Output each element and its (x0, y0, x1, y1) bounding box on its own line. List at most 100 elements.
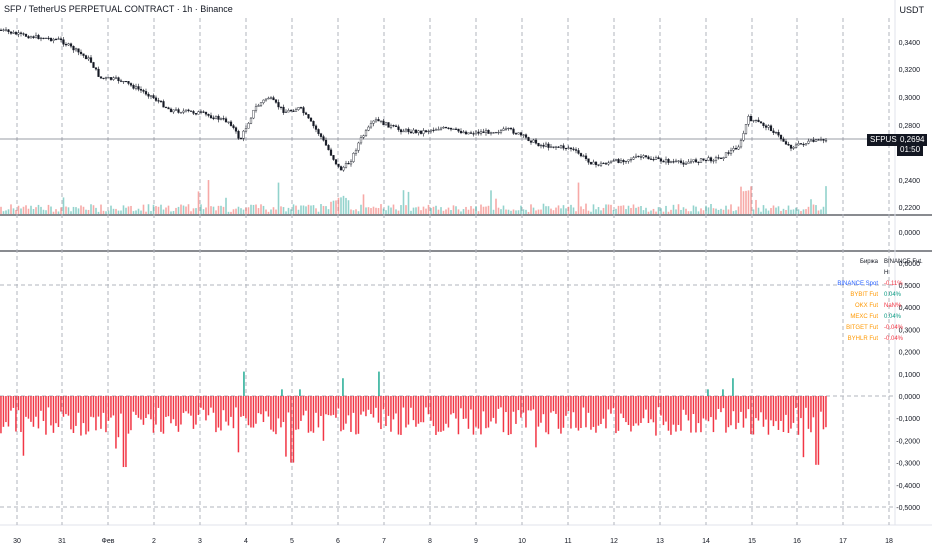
candle-body (487, 129, 490, 134)
volume-bar (277, 182, 280, 214)
candle-body (319, 133, 323, 137)
osc-bar (480, 396, 482, 435)
volume-bar (550, 208, 552, 214)
volume-bar (50, 206, 52, 214)
candle-body (217, 115, 220, 120)
osc-bar (97, 396, 100, 417)
volume-bar (757, 207, 760, 214)
volume-bar (557, 205, 560, 214)
osc-bar (552, 396, 555, 412)
osc-bar (405, 396, 407, 428)
candle-body (742, 133, 745, 141)
volume-bar (537, 209, 540, 214)
osc-bar (440, 396, 442, 432)
candle-body (472, 133, 475, 135)
osc-bar (77, 396, 80, 413)
osc-bar (565, 396, 567, 416)
osc-bar (37, 396, 40, 429)
candle-body (49, 38, 53, 41)
candle-body (464, 131, 468, 135)
volume-bar (580, 206, 582, 214)
volume-bar (245, 207, 247, 214)
osc-bar (80, 396, 82, 436)
osc-bar (442, 396, 445, 431)
x-tick-label: 31 (58, 538, 66, 545)
osc-bar (465, 396, 467, 419)
osc-bar (540, 396, 542, 423)
volume-bar (120, 210, 122, 214)
candle-body (547, 143, 550, 148)
volume-bar (490, 190, 492, 214)
osc-bar (70, 396, 72, 430)
osc-bar (485, 396, 487, 429)
osc-bar (692, 396, 695, 415)
candle-body (54, 38, 58, 41)
volume-bar (95, 207, 97, 214)
candle-body (174, 109, 178, 111)
volume-bar (332, 200, 335, 214)
osc-bar (187, 396, 190, 414)
osc-bar (335, 396, 337, 418)
currency-label[interactable]: USDT (899, 5, 925, 15)
osc-bar (780, 396, 782, 421)
osc-bar (820, 396, 822, 412)
osc-bar (217, 396, 220, 428)
volume-bar (357, 211, 360, 214)
volume-bar (635, 207, 637, 214)
candle-body (609, 160, 613, 163)
candle-body (697, 161, 700, 163)
candle-body (314, 125, 318, 130)
volume-bar (817, 210, 820, 214)
volume-bar (20, 208, 22, 214)
volume-bar (270, 209, 272, 214)
candle-body (109, 77, 113, 80)
osc-bar (45, 396, 47, 435)
candle-body (654, 157, 658, 160)
osc-bar (435, 396, 437, 435)
volume-bar (480, 204, 482, 214)
candle-body (17, 32, 20, 35)
price-tick-label: 0,3000 (899, 95, 921, 102)
x-tick-label: 2 (152, 538, 156, 545)
x-tick-label: 18 (885, 538, 893, 545)
osc-bar (790, 396, 792, 429)
osc-bar (75, 396, 77, 426)
candle-body (759, 121, 763, 124)
candle-body (499, 130, 503, 133)
candle-body (172, 109, 175, 113)
volume-bar (462, 209, 465, 214)
volume-bar (315, 208, 317, 214)
volume-bar (447, 207, 450, 214)
osc-bar (235, 396, 237, 408)
candle-body (682, 162, 685, 165)
osc-bar (230, 396, 232, 417)
candle-body (397, 126, 400, 130)
volume-bar (382, 208, 385, 214)
candle-body (457, 128, 460, 132)
osc-bar (712, 396, 715, 433)
candle-body (129, 83, 133, 86)
osc-bar (500, 396, 502, 408)
x-tick-label: 14 (702, 538, 710, 545)
volume-bar (710, 204, 712, 214)
candle-body (589, 162, 593, 165)
volume-bar (802, 209, 805, 214)
candle-body (167, 107, 170, 110)
osc-bar (62, 396, 65, 417)
candle-body (372, 120, 375, 124)
exchange-name: MEXC Fut (850, 314, 878, 320)
candle-body (144, 91, 148, 95)
candle-body (312, 121, 315, 127)
candle-body (97, 68, 100, 77)
candle-body (44, 37, 48, 39)
volume-bar (455, 206, 457, 214)
table-row: BYHLR Fut -0.04% (826, 334, 928, 345)
osc-bar (392, 396, 395, 420)
osc-bar (617, 396, 620, 431)
osc-bar (710, 396, 712, 418)
osc-bar (535, 396, 537, 448)
candle-body (169, 108, 173, 113)
osc-bar (812, 396, 815, 418)
osc-bar (690, 396, 692, 433)
